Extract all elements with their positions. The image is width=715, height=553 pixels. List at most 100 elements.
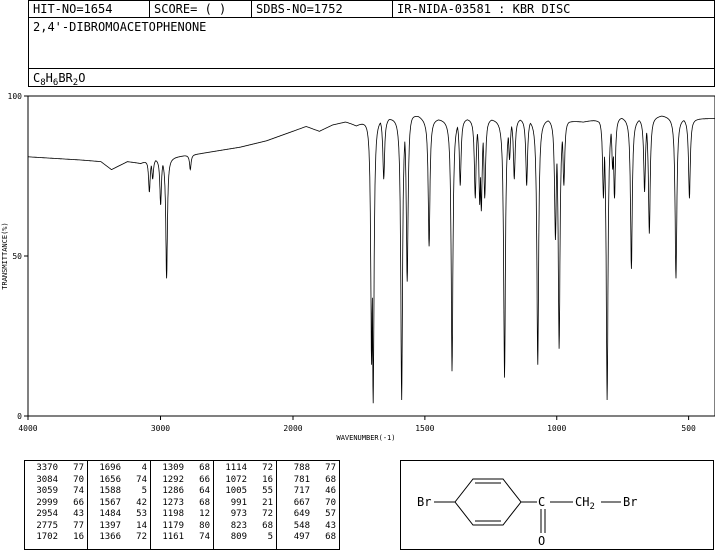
peak-transmittance: 12 bbox=[199, 509, 210, 519]
peak-transmittance: 4 bbox=[141, 463, 147, 473]
oxygen-label: O bbox=[538, 534, 545, 548]
y-tick-label: 0 bbox=[17, 412, 22, 421]
peak-table-column: 788 77 781 68 717 46 667 70 649 57 548 43 497 68 bbox=[277, 461, 339, 549]
peak-wavenumber: 973 bbox=[230, 509, 247, 519]
peak-wavenumber: 2999 bbox=[36, 497, 58, 508]
carbonyl-carbon-label: C bbox=[538, 495, 545, 509]
peak-wavenumber: 1656 bbox=[99, 474, 121, 485]
peak-wavenumber: 3059 bbox=[36, 486, 58, 496]
peak-transmittance: 77 bbox=[73, 463, 84, 473]
peak-transmittance: 43 bbox=[73, 509, 84, 519]
structure-box: Br C O CH2 Br bbox=[400, 460, 714, 550]
peak-row: 497 68 bbox=[280, 532, 336, 544]
peak-transmittance: 68 bbox=[199, 463, 210, 473]
peak-row: 667 70 bbox=[280, 498, 336, 510]
peak-transmittance: 43 bbox=[325, 520, 336, 531]
peak-wavenumber: 717 bbox=[293, 486, 310, 496]
peak-wavenumber: 788 bbox=[293, 463, 310, 473]
peak-row: 1484 53 bbox=[91, 509, 147, 521]
peak-transmittance: 66 bbox=[199, 474, 210, 485]
x-tick-label: 2000 bbox=[283, 424, 302, 433]
x-tick-label: 4000 bbox=[18, 424, 37, 433]
peak-wavenumber: 1273 bbox=[162, 497, 184, 508]
x-axis-label: WAVENUMBER(-1) bbox=[336, 434, 395, 442]
peak-row: 1588 5 bbox=[91, 486, 147, 498]
peak-wavenumber: 1072 bbox=[225, 474, 247, 485]
peak-transmittance: 16 bbox=[73, 532, 84, 542]
x-tick-label: 3000 bbox=[151, 424, 170, 433]
peak-row: 1005 55 bbox=[217, 486, 273, 498]
peak-row: 1286 64 bbox=[154, 486, 210, 498]
y-axis-label: TRANSMITTANCE(%) bbox=[1, 222, 9, 289]
peak-row: 649 57 bbox=[280, 509, 336, 521]
peak-row: 717 46 bbox=[280, 486, 336, 498]
peak-table-column: 1309 68 1292 66 1286 64 1273 68 1198 12 1179 80 1161… bbox=[151, 461, 214, 549]
spectrum-line bbox=[28, 115, 715, 404]
peak-wavenumber: 3370 bbox=[36, 463, 58, 473]
peak-transmittance: 72 bbox=[262, 509, 273, 519]
molecular-formula: C8H6BR2O bbox=[33, 71, 86, 88]
peak-wavenumber: 1309 bbox=[162, 463, 184, 473]
peak-transmittance: 72 bbox=[262, 463, 273, 473]
peak-row: 1072 16 bbox=[217, 475, 273, 487]
peak-transmittance: 77 bbox=[325, 463, 336, 473]
peak-transmittance: 68 bbox=[262, 520, 273, 531]
peak-transmittance: 5 bbox=[141, 486, 147, 496]
x-tick-label: 1000 bbox=[547, 424, 566, 433]
peak-row: 809 5 bbox=[217, 532, 273, 544]
peak-wavenumber: 1567 bbox=[99, 497, 121, 508]
peak-row: 1179 80 bbox=[154, 521, 210, 533]
ir-spectrum-chart: 4000 3000 2000 1500 1000 500 0 50 100 TRANSMITT… bbox=[1, 92, 715, 442]
peak-row: 1198 12 bbox=[154, 509, 210, 521]
peak-wavenumber: 1198 bbox=[162, 509, 184, 519]
compound-name: 2,4'-DIBROMOACETOPHENONE bbox=[33, 20, 207, 34]
peak-transmittance: 80 bbox=[199, 520, 210, 531]
peak-wavenumber: 809 bbox=[230, 532, 247, 542]
peak-wavenumber: 1588 bbox=[99, 486, 121, 496]
peak-wavenumber: 1366 bbox=[99, 532, 121, 542]
peak-table: 3370 77 3084 70 3059 74 2999 66 2954 43 2775 77 1702… bbox=[24, 460, 340, 550]
peak-row: 1309 68 bbox=[154, 463, 210, 475]
peak-row: 1567 42 bbox=[91, 498, 147, 510]
peak-wavenumber: 1161 bbox=[162, 532, 184, 542]
peak-row: 1366 72 bbox=[91, 532, 147, 544]
peak-row: 1656 74 bbox=[91, 475, 147, 487]
peak-transmittance: 68 bbox=[199, 497, 210, 508]
peak-wavenumber: 823 bbox=[230, 520, 247, 531]
peak-row: 1702 16 bbox=[28, 532, 84, 544]
bromine-left-label: Br bbox=[417, 495, 431, 509]
x-tick-label: 1500 bbox=[415, 424, 434, 433]
peak-transmittance: 74 bbox=[136, 474, 147, 485]
peak-row: 2775 77 bbox=[28, 521, 84, 533]
peak-row: 2999 66 bbox=[28, 498, 84, 510]
benzene-ring bbox=[454, 478, 522, 526]
peak-table-column: 3370 77 3084 70 3059 74 2999 66 2954 43 2775 77 1702… bbox=[25, 461, 88, 549]
peak-transmittance: 5 bbox=[267, 532, 273, 542]
peak-transmittance: 64 bbox=[199, 486, 210, 496]
peak-transmittance: 74 bbox=[199, 532, 210, 542]
peak-wavenumber: 1286 bbox=[162, 486, 184, 496]
peak-row: 788 77 bbox=[280, 463, 336, 475]
peak-transmittance: 16 bbox=[262, 474, 273, 485]
peak-transmittance: 21 bbox=[262, 497, 273, 508]
peak-transmittance: 14 bbox=[136, 520, 147, 531]
x-tick-label: 500 bbox=[681, 424, 696, 433]
peak-row: 1273 68 bbox=[154, 498, 210, 510]
peak-row: 781 68 bbox=[280, 475, 336, 487]
peak-wavenumber: 1696 bbox=[99, 463, 121, 473]
peak-row: 1292 66 bbox=[154, 475, 210, 487]
peak-table-column: 1696 4 1656 74 1588 5 1567 42 1484 53 1397 14 1366 72 bbox=[88, 461, 151, 549]
peak-transmittance: 55 bbox=[262, 486, 273, 496]
y-tick-label: 100 bbox=[8, 92, 23, 101]
peak-row: 548 43 bbox=[280, 521, 336, 533]
peak-wavenumber: 1179 bbox=[162, 520, 184, 531]
peak-wavenumber: 1292 bbox=[162, 474, 184, 485]
peak-wavenumber: 3084 bbox=[36, 474, 58, 485]
peak-row: 3084 70 bbox=[28, 475, 84, 487]
peak-transmittance: 57 bbox=[325, 509, 336, 519]
peak-wavenumber: 2954 bbox=[36, 509, 58, 519]
peak-table-column: 1114 72 1072 16 1005 55 991 21 973 72 823 68 809 5 bbox=[214, 461, 277, 549]
peak-transmittance: 42 bbox=[136, 497, 147, 508]
peak-row: 1114 72 bbox=[217, 463, 273, 475]
peak-row: 1397 14 bbox=[91, 521, 147, 533]
